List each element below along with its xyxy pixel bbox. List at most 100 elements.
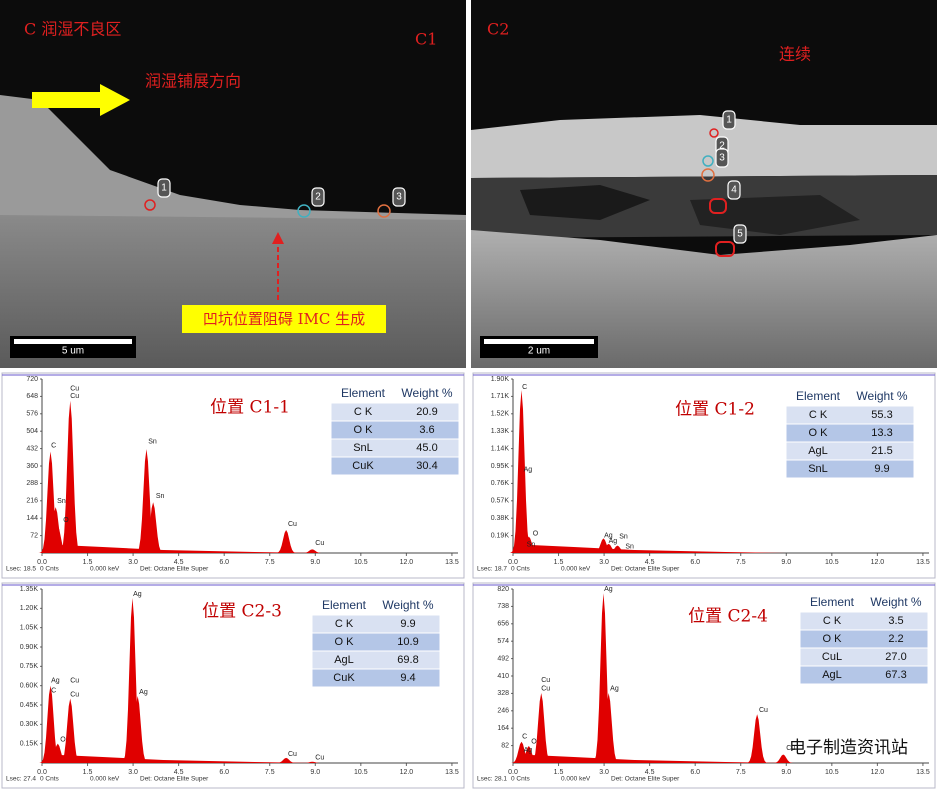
- peak: [511, 754, 536, 763]
- footer-text: Lsec: 27.4: [6, 776, 36, 783]
- x-tick-label: 13.5: [916, 769, 930, 776]
- footer-text: Det: Octane Elite Super: [611, 566, 680, 573]
- footer-text: Lsec: 28.1: [477, 776, 507, 783]
- x-tick-label: 13.5: [916, 559, 930, 566]
- x-tick-label: 10.5: [825, 559, 839, 566]
- table-cell: O K: [354, 424, 374, 436]
- peak-label: Cu: [315, 540, 324, 547]
- peak-label: Cu: [70, 677, 79, 684]
- y-tick-label: 0.19K: [491, 532, 510, 539]
- table-header: [786, 388, 914, 406]
- image-callout: 凹坑位置阻碍 IMC 生成: [203, 310, 365, 328]
- scale-label: 5 um: [62, 346, 84, 357]
- x-tick-label: 9.0: [781, 769, 791, 776]
- x-tick-label: 12.0: [871, 559, 885, 566]
- y-tick-label: 432: [26, 445, 38, 452]
- table-cell: CuK: [333, 672, 355, 684]
- y-tick-label: 576: [26, 411, 38, 418]
- footer-text: Lsec: 18.5: [6, 566, 36, 573]
- footer-text: 0 Cnts: [40, 566, 60, 573]
- footer-text: 0 Cnts: [511, 776, 531, 783]
- image-title: C2: [487, 20, 509, 39]
- spectrum-title: 位置 C1-1: [210, 398, 290, 418]
- peak: [596, 692, 621, 763]
- table-cell: 13.3: [871, 427, 892, 439]
- peak-label: Sn: [148, 439, 157, 446]
- y-tick-label: 1.52K: [491, 411, 510, 418]
- x-tick-label: 0.0: [508, 769, 518, 776]
- sem-image-left: C 润湿不良区 C1 润湿铺展方向 凹坑位置阻碍 IMC 生成 5 um: [0, 0, 466, 368]
- image-note: 润湿铺展方向: [145, 72, 241, 91]
- peak-label: Ag: [51, 677, 60, 684]
- peak-label: Cu: [288, 751, 297, 758]
- table-header-cell: Element: [796, 389, 841, 403]
- marker-box: [311, 187, 325, 207]
- footer-text: Lsec: 18.7: [477, 566, 507, 573]
- table-header-cell: Element: [810, 595, 855, 609]
- y-tick-label: 0.76K: [491, 480, 510, 487]
- y-tick-label: 164: [497, 725, 509, 732]
- table-header-cell: Weight %: [856, 389, 907, 403]
- peak-label: Ag: [524, 747, 533, 754]
- table-row: [785, 459, 915, 479]
- peak: [591, 538, 616, 553]
- x-tick-label: 6.0: [690, 559, 700, 566]
- table-cell: C K: [354, 406, 373, 418]
- y-tick-label: 144: [26, 515, 38, 522]
- table-header-cell: Weight %: [401, 386, 452, 400]
- x-tick-label: 7.5: [265, 769, 275, 776]
- table-cell: 3.6: [419, 424, 434, 436]
- peak-label: Ag: [139, 689, 148, 696]
- peak: [134, 449, 159, 553]
- y-tick-label: 0.90K: [20, 644, 39, 651]
- peak-label: C: [522, 733, 527, 740]
- y-tick-label: 1.35K: [20, 586, 39, 593]
- table-row: [311, 632, 441, 652]
- x-tick-label: 12.0: [400, 559, 414, 566]
- footer-text: Det: Octane Elite Super: [611, 776, 680, 783]
- table-cell: SnL: [353, 442, 373, 454]
- y-tick-label: 0.45K: [20, 702, 39, 709]
- table-row: [311, 614, 441, 634]
- sem-image-right: C2 连续 2 um: [471, 0, 937, 368]
- x-tick-label: 9.0: [781, 559, 791, 566]
- background: [45, 755, 316, 763]
- spectrum-title: 位置 C1-2: [675, 400, 755, 420]
- table-row: [785, 405, 915, 425]
- peak-label: Cu: [541, 686, 550, 693]
- table-row: [311, 668, 441, 688]
- y-tick-label: 656: [497, 621, 509, 628]
- peak-label: Cu: [541, 677, 550, 684]
- background: [516, 755, 787, 763]
- x-tick-label: 4.5: [174, 769, 184, 776]
- table-header: [800, 594, 928, 612]
- x-tick-label: 1.5: [83, 559, 93, 566]
- peak-label: Ag: [604, 586, 613, 593]
- peak-label: Cu: [315, 755, 324, 762]
- y-tick-label: 0.38K: [491, 515, 510, 522]
- y-tick-label: 1.33K: [491, 428, 510, 435]
- y-tick-label: 0.60K: [20, 683, 39, 690]
- peak-label: Ag: [609, 538, 618, 545]
- peak: [38, 685, 63, 763]
- y-tick-label: 72: [30, 532, 38, 539]
- spectrum-title: 位置 C2-3: [202, 602, 282, 622]
- table-row: [785, 423, 915, 443]
- footer-text: 0.000 keV: [561, 566, 591, 573]
- peak: [120, 598, 145, 763]
- table-cell: AgL: [808, 445, 828, 457]
- table-cell: 69.8: [397, 654, 418, 666]
- x-tick-label: 3.0: [599, 769, 609, 776]
- marker-label: 3: [396, 192, 402, 203]
- y-tick-label: 1.20K: [20, 605, 39, 612]
- table-row: [330, 438, 460, 458]
- peak: [509, 389, 534, 553]
- table-row: [799, 629, 929, 649]
- peak: [300, 761, 325, 763]
- footer-text: 0.000 keV: [561, 776, 591, 783]
- image-note: 连续: [779, 45, 811, 64]
- marker-label: 1: [161, 183, 167, 194]
- x-tick-label: 0.0: [508, 559, 518, 566]
- table-cell: CuK: [352, 460, 374, 472]
- marker-box: [392, 187, 406, 207]
